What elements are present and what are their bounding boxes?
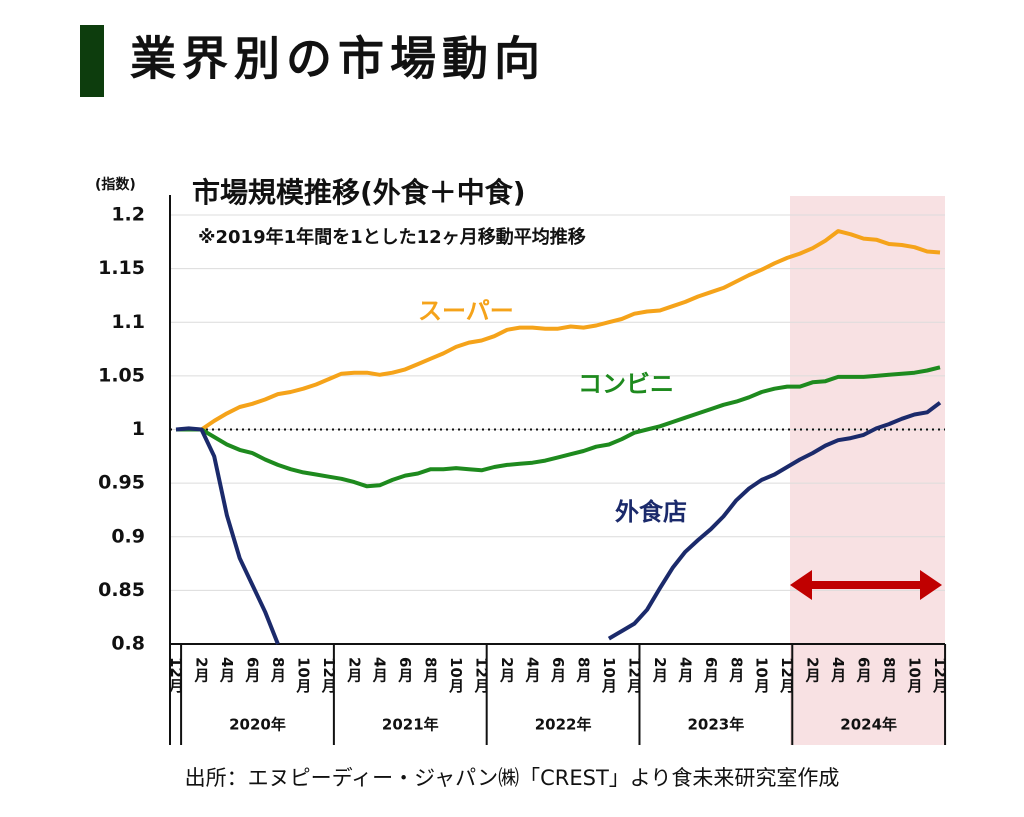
y-tick-label: 0.95 [98, 472, 145, 494]
series-line [176, 365, 941, 489]
y-tick-label: 1.1 [111, 311, 145, 333]
x-tick-label: 6月 [243, 657, 261, 684]
series-label: コンビニ [578, 370, 674, 398]
series-label: 外食店 [615, 498, 687, 526]
x-tick-label: 6月 [549, 657, 567, 684]
y-axis-label: (指数) [95, 176, 136, 193]
y-tick-label: 0.8 [111, 633, 145, 655]
x-tick-label: 10月 [753, 657, 771, 694]
y-tick-label: 0.85 [98, 579, 145, 601]
x-tick-label: 8月 [880, 657, 898, 684]
page-title: 業界別の市場動向 [130, 32, 546, 86]
x-tick-label: 2月 [345, 657, 363, 684]
x-tick-label: 12月 [625, 657, 643, 694]
source-note: 出所：エヌピーディー・ジャパン㈱「CREST」より食未来研究室作成 [185, 766, 840, 790]
x-tick-label: 4月 [829, 657, 847, 684]
x-tick-label: 10月 [600, 657, 618, 694]
highlight-2024 [790, 196, 945, 745]
year-label: 2022年 [535, 716, 592, 734]
x-tick-label: 12月 [167, 657, 185, 694]
x-tick-label: 6月 [396, 657, 414, 684]
series-line [176, 229, 941, 432]
title-bar [80, 25, 104, 97]
series-line [175, 401, 942, 645]
y-tick-label: 1 [132, 418, 145, 440]
series-label: スーパー [418, 297, 514, 325]
year-label: 2023年 [688, 716, 745, 734]
x-tick-label: 4月 [524, 657, 542, 684]
year-label: 2020年 [229, 716, 286, 734]
year-label: 2024年 [840, 716, 897, 734]
year-label: 2021年 [382, 716, 439, 734]
x-tick-label: 2月 [651, 657, 669, 684]
x-tick-label: 8月 [574, 657, 592, 684]
x-tick-label: 12月 [778, 657, 796, 694]
x-tick-label: 8月 [422, 657, 440, 684]
x-tick-label: 2月 [192, 657, 210, 684]
x-tick-label: 4月 [371, 657, 389, 684]
x-tick-label: 12月 [320, 657, 338, 694]
x-tick-label: 12月 [473, 657, 491, 694]
x-tick-label: 2月 [804, 657, 822, 684]
y-tick-label: 1.15 [98, 257, 145, 279]
y-tick-label: 1.2 [111, 204, 145, 226]
x-tick-label: 10月 [294, 657, 312, 694]
x-tick-label: 10月 [906, 657, 924, 694]
x-tick-label: 10月 [447, 657, 465, 694]
x-tick-label: 8月 [727, 657, 745, 684]
x-tick-label: 6月 [855, 657, 873, 684]
plot: 0.8 0.85 0.9 0.95 1 1.05 1.1 1.15 1.2 12月 2月 4月 6月 8月… [98, 195, 949, 745]
y-tick-label: 1.05 [98, 364, 145, 386]
y-tick-label: 0.9 [111, 525, 145, 547]
x-tick-label: 2月 [498, 657, 516, 684]
chart-subtitle: ※2019年1年間を1とした12ヶ月移動平均推移 [198, 226, 586, 248]
x-tick-label: 12月 [931, 657, 949, 694]
range-arrow [790, 570, 942, 600]
chart-title: 市場規模推移(外食＋中食) [192, 176, 526, 209]
x-tick-label: 4月 [676, 657, 694, 684]
x-tick-label: 4月 [218, 657, 236, 684]
x-tick-label: 6月 [702, 657, 720, 684]
x-tick-label: 8月 [269, 657, 287, 684]
